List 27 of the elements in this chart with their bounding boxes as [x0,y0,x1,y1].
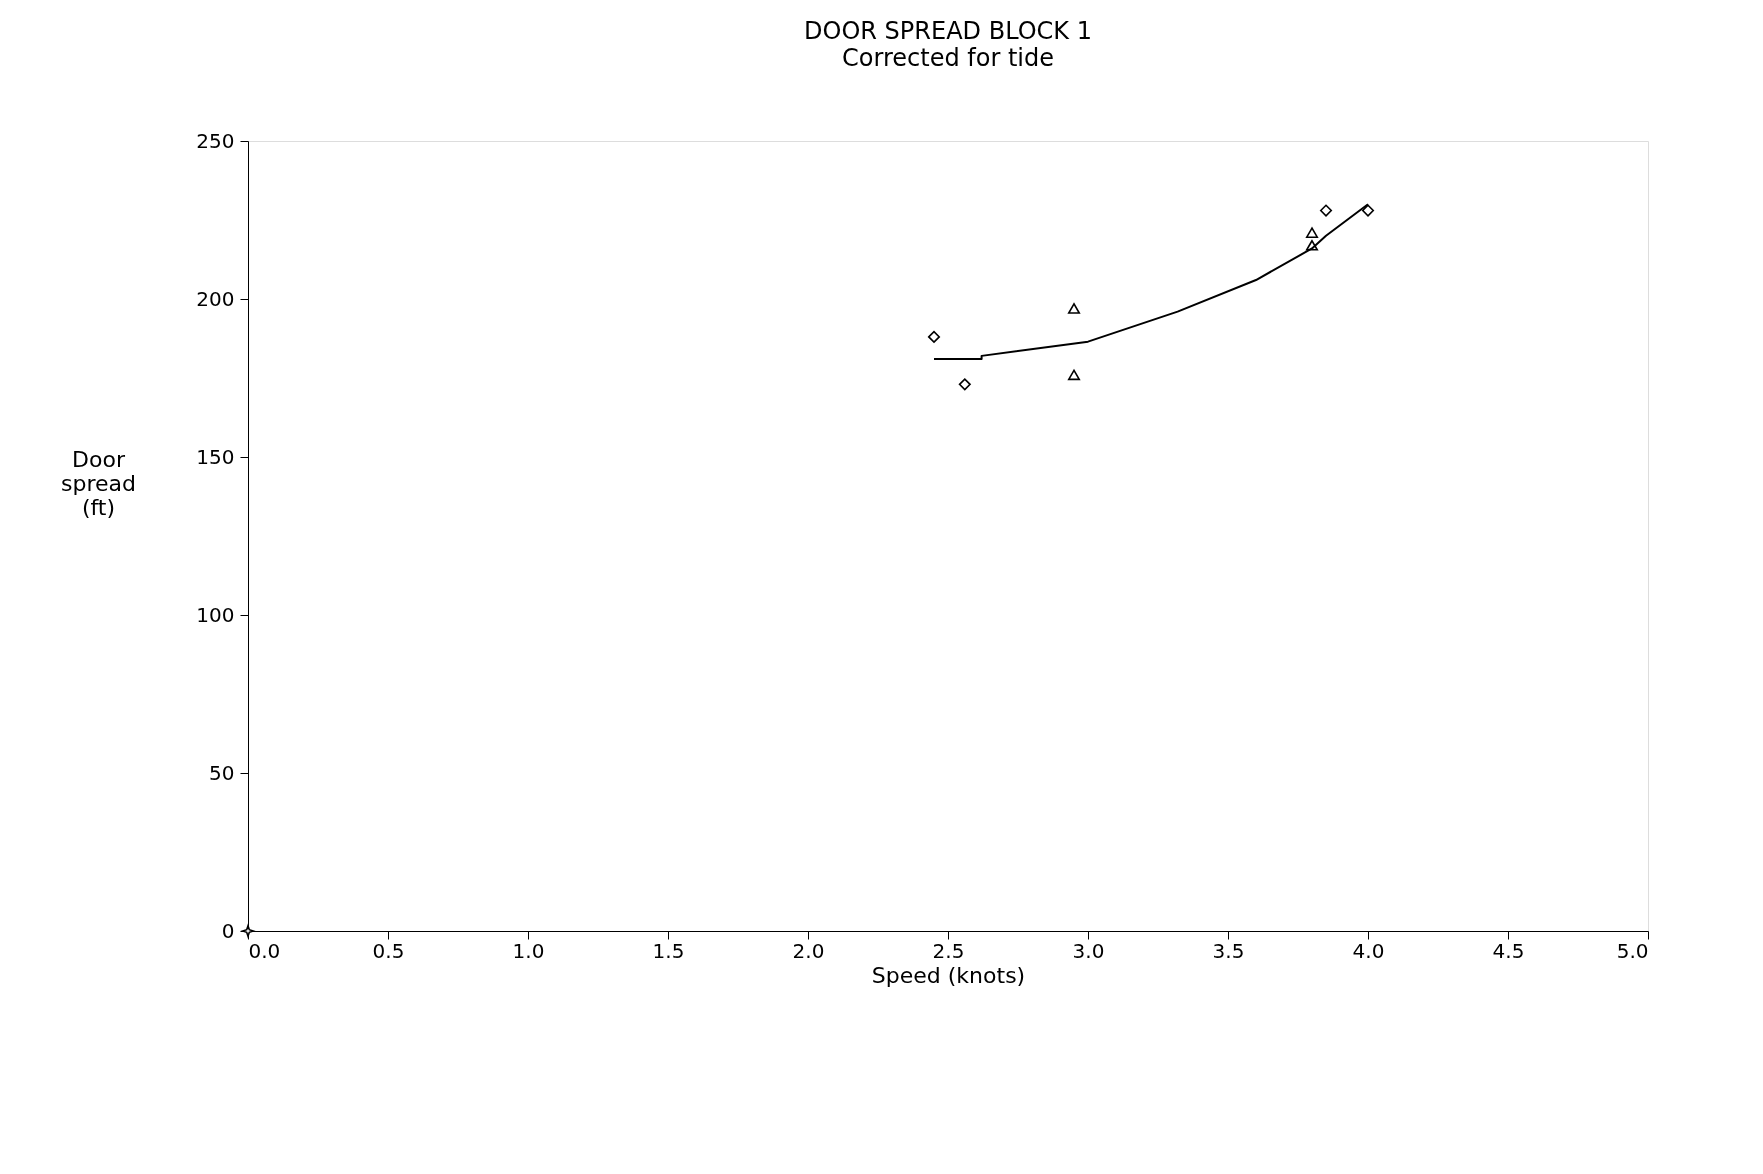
y-tick-label: 50 [209,760,235,785]
x-axis-title: Speed (knots) [871,962,1026,988]
x-tick-label: 1.5 [652,938,685,963]
x-tick-label: 2.5 [932,938,965,963]
y-tick-label: 200 [196,286,235,311]
point [958,378,971,391]
y-tick-label: 100 [196,602,235,627]
x-tick-label: 4.0 [1352,938,1385,963]
x-tick-label: 0.0 [248,938,281,963]
chart-subtitle: Corrected for tide [842,44,1054,72]
y-tick-label: 150 [196,444,235,469]
point [1319,204,1333,217]
point [1067,369,1081,381]
x-tick-label: 3.0 [1072,938,1105,963]
chart-title: DOOR SPREAD BLOCK 1 [804,17,1092,45]
point [1067,303,1081,314]
x-tick-label: 1.0 [512,938,545,963]
x-tick-label: 3.5 [1212,938,1245,963]
y-tick-label: 250 [196,128,235,153]
point [1305,227,1319,238]
x-tick-label: 4.5 [1492,938,1525,963]
x-tick-label: 2.0 [792,938,825,963]
y-axis-title: Door spread (ft) [61,446,136,520]
y-tick-label: 0 [221,918,235,943]
point [927,330,941,343]
x-tick-label: 0.5 [372,938,405,963]
x-tick-label: 5.0 [1616,938,1649,963]
